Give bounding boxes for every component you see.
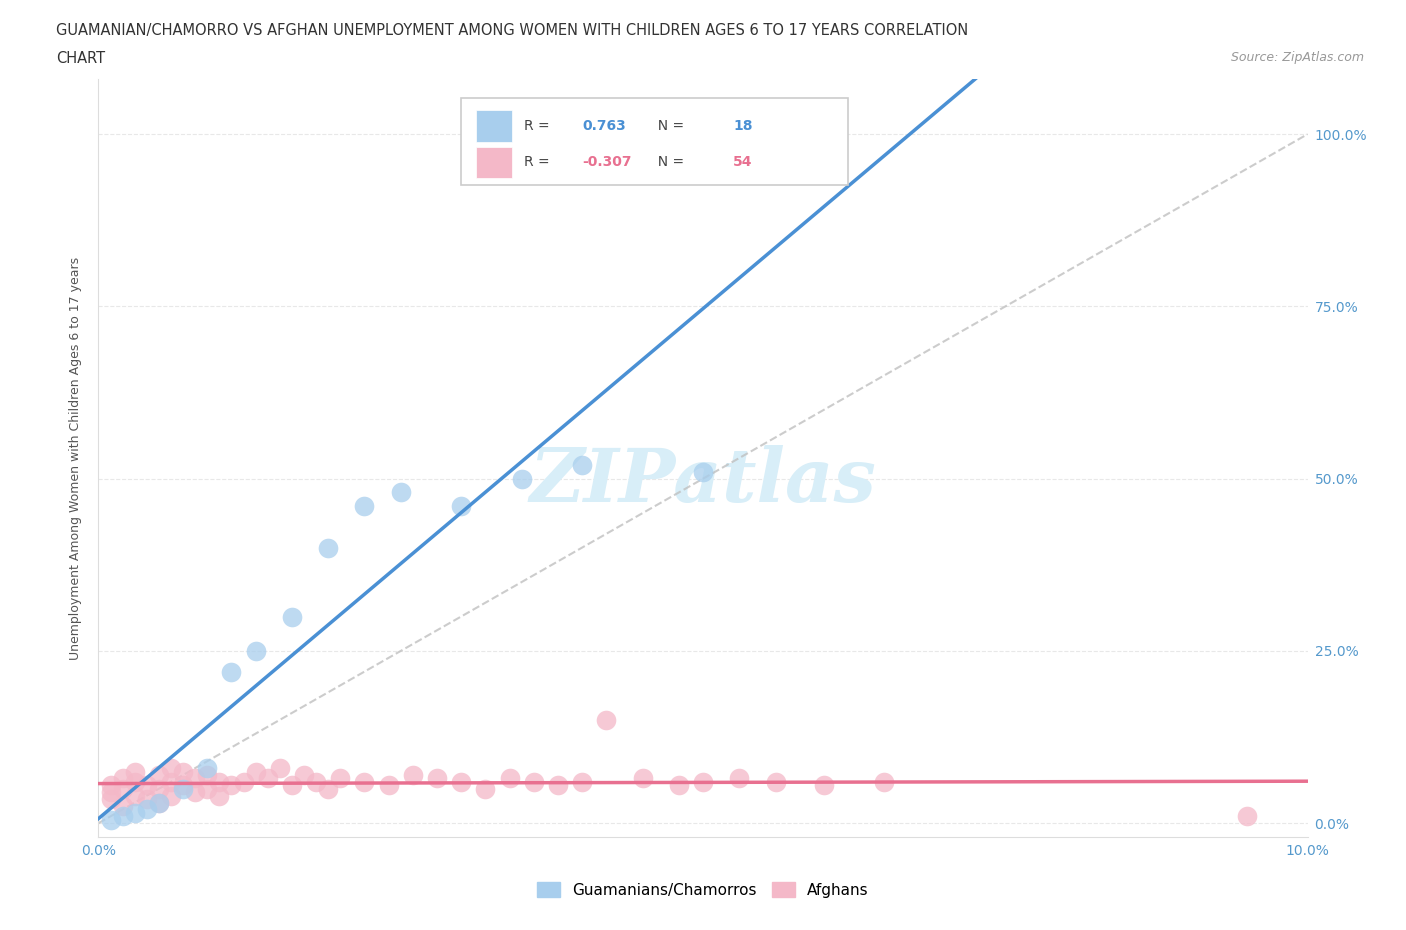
Point bbox=[692, 464, 714, 479]
Point bbox=[100, 812, 122, 827]
Point bbox=[353, 775, 375, 790]
Point bbox=[172, 777, 194, 792]
Text: ZIPatlas: ZIPatlas bbox=[530, 445, 876, 517]
Point bbox=[148, 795, 170, 810]
Point bbox=[111, 781, 134, 796]
Point bbox=[221, 777, 243, 792]
Text: N =: N = bbox=[648, 155, 688, 169]
Point bbox=[631, 771, 654, 786]
Text: R =: R = bbox=[524, 119, 554, 133]
Text: GUAMANIAN/CHAMORRO VS AFGHAN UNEMPLOYMENT AMONG WOMEN WITH CHILDREN AGES 6 TO 17: GUAMANIAN/CHAMORRO VS AFGHAN UNEMPLOYMEN… bbox=[56, 23, 969, 38]
Text: -0.307: -0.307 bbox=[582, 155, 631, 169]
Point bbox=[281, 777, 304, 792]
Point bbox=[184, 771, 207, 786]
Point bbox=[124, 764, 146, 779]
Point bbox=[353, 498, 375, 513]
Point bbox=[195, 781, 218, 796]
Point bbox=[124, 789, 146, 804]
Point bbox=[316, 781, 339, 796]
Point bbox=[595, 712, 617, 727]
Legend: Guamanians/Chamorros, Afghans: Guamanians/Chamorros, Afghans bbox=[537, 882, 869, 897]
Point bbox=[111, 799, 134, 814]
Point bbox=[160, 789, 183, 804]
Point bbox=[873, 775, 896, 790]
Point bbox=[269, 761, 291, 776]
Point bbox=[281, 609, 304, 624]
Point bbox=[377, 777, 399, 792]
Point bbox=[1236, 809, 1258, 824]
Point bbox=[692, 775, 714, 790]
Point bbox=[195, 761, 218, 776]
Point bbox=[571, 775, 593, 790]
Point bbox=[208, 789, 231, 804]
Text: 18: 18 bbox=[734, 119, 752, 133]
Point bbox=[232, 775, 254, 790]
Point bbox=[245, 764, 267, 779]
Point bbox=[292, 767, 315, 782]
Y-axis label: Unemployment Among Women with Children Ages 6 to 17 years: Unemployment Among Women with Children A… bbox=[69, 257, 83, 659]
Bar bbox=[475, 147, 512, 179]
Point bbox=[135, 791, 157, 806]
Point bbox=[100, 785, 122, 800]
Point bbox=[184, 785, 207, 800]
Point bbox=[135, 802, 157, 817]
Point bbox=[474, 781, 496, 796]
Point bbox=[160, 775, 183, 790]
Point bbox=[148, 795, 170, 810]
Point bbox=[668, 777, 690, 792]
Point bbox=[100, 791, 122, 806]
Point bbox=[402, 767, 425, 782]
Point bbox=[389, 485, 412, 500]
Point bbox=[100, 777, 122, 792]
Point bbox=[728, 771, 751, 786]
Point bbox=[148, 767, 170, 782]
Point bbox=[208, 775, 231, 790]
Text: Source: ZipAtlas.com: Source: ZipAtlas.com bbox=[1230, 51, 1364, 64]
Point bbox=[765, 775, 787, 790]
Point bbox=[111, 771, 134, 786]
Point bbox=[195, 767, 218, 782]
Point bbox=[172, 764, 194, 779]
Point bbox=[316, 540, 339, 555]
Point bbox=[510, 472, 533, 486]
Point bbox=[160, 761, 183, 776]
Point bbox=[571, 458, 593, 472]
Point bbox=[124, 775, 146, 790]
Text: CHART: CHART bbox=[56, 51, 105, 66]
Point bbox=[256, 771, 278, 786]
Point bbox=[547, 777, 569, 792]
Text: R =: R = bbox=[524, 155, 554, 169]
FancyBboxPatch shape bbox=[461, 98, 848, 185]
Point bbox=[450, 498, 472, 513]
Point bbox=[148, 781, 170, 796]
Point bbox=[498, 771, 520, 786]
Point bbox=[245, 644, 267, 658]
Point bbox=[523, 775, 546, 790]
Point bbox=[329, 771, 352, 786]
Point bbox=[305, 775, 328, 790]
Point bbox=[111, 809, 134, 824]
Text: 54: 54 bbox=[734, 155, 752, 169]
Point bbox=[135, 777, 157, 792]
Point bbox=[124, 805, 146, 820]
Text: N =: N = bbox=[648, 119, 688, 133]
Point bbox=[426, 771, 449, 786]
Point bbox=[450, 775, 472, 790]
Point bbox=[172, 781, 194, 796]
Point bbox=[221, 664, 243, 679]
Text: 0.763: 0.763 bbox=[582, 119, 626, 133]
Point bbox=[813, 777, 835, 792]
Bar bbox=[475, 110, 512, 142]
Point bbox=[813, 113, 835, 127]
